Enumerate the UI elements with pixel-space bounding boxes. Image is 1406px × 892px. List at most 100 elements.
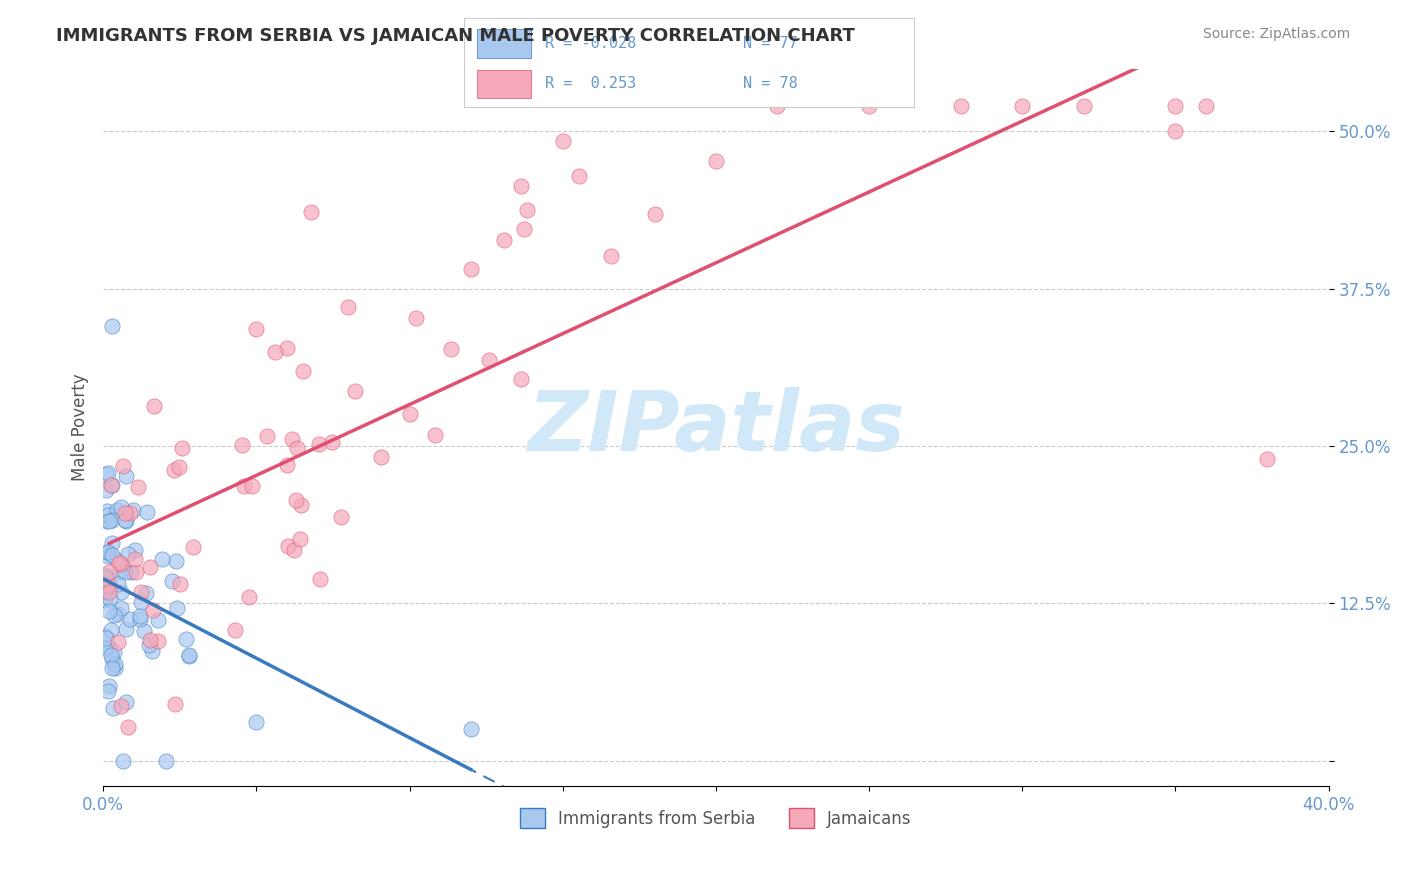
Jamaicans [1164, 99, 1187, 113]
Immigrants from Serbia [135, 586, 157, 600]
Jamaicans [460, 262, 482, 277]
Immigrants from Serbia [108, 565, 131, 579]
Jamaicans [263, 344, 285, 359]
Jamaicans [139, 560, 162, 574]
Jamaicans [277, 539, 299, 553]
Jamaicans [478, 353, 501, 368]
Jamaicans [120, 506, 142, 520]
Jamaicans [516, 203, 538, 218]
Jamaicans [288, 532, 311, 546]
Immigrants from Serbia [96, 631, 118, 645]
Jamaicans [1164, 124, 1187, 138]
Jamaicans [949, 99, 972, 113]
Immigrants from Serbia [141, 644, 163, 658]
Immigrants from Serbia [245, 715, 267, 730]
Jamaicans [142, 602, 165, 616]
Legend: Immigrants from Serbia, Jamaicans: Immigrants from Serbia, Jamaicans [513, 801, 918, 835]
Jamaicans [494, 233, 516, 247]
Immigrants from Serbia [124, 543, 146, 558]
Immigrants from Serbia [110, 500, 132, 515]
Immigrants from Serbia [97, 549, 120, 563]
Jamaicans [146, 633, 169, 648]
Text: N = 78: N = 78 [742, 77, 797, 91]
Jamaicans [165, 698, 187, 712]
Immigrants from Serbia [132, 624, 155, 639]
Immigrants from Serbia [96, 571, 118, 585]
Immigrants from Serbia [97, 508, 120, 523]
Jamaicans [299, 205, 322, 219]
Immigrants from Serbia [93, 568, 115, 582]
Immigrants from Serbia [177, 648, 200, 662]
Immigrants from Serbia [98, 514, 121, 528]
Immigrants from Serbia [155, 754, 177, 768]
Immigrants from Serbia [93, 582, 115, 597]
Jamaicans [167, 460, 190, 475]
Text: R = -0.028: R = -0.028 [546, 37, 637, 51]
Immigrants from Serbia [110, 601, 132, 615]
Jamaicans [308, 437, 330, 451]
Text: R =  0.253: R = 0.253 [546, 77, 637, 91]
Jamaicans [169, 576, 191, 591]
Jamaicans [100, 478, 122, 492]
Immigrants from Serbia [148, 613, 170, 627]
Immigrants from Serbia [107, 607, 129, 622]
Jamaicans [224, 623, 246, 637]
Immigrants from Serbia [128, 611, 150, 625]
Immigrants from Serbia [100, 592, 122, 607]
Immigrants from Serbia [101, 548, 124, 562]
Immigrants from Serbia [120, 566, 142, 580]
Jamaicans [551, 134, 574, 148]
Immigrants from Serbia [117, 547, 139, 561]
Jamaicans [858, 99, 880, 113]
Jamaicans [111, 459, 134, 474]
Jamaicans [1195, 99, 1218, 113]
Text: IMMIGRANTS FROM SERBIA VS JAMAICAN MALE POVERTY CORRELATION CHART: IMMIGRANTS FROM SERBIA VS JAMAICAN MALE … [56, 27, 855, 45]
Immigrants from Serbia [97, 545, 120, 559]
Jamaicans [233, 479, 256, 493]
Jamaicans [370, 450, 392, 465]
Jamaicans [163, 463, 186, 477]
Immigrants from Serbia [98, 604, 121, 618]
Immigrants from Serbia [94, 629, 117, 643]
Text: Source: ZipAtlas.com: Source: ZipAtlas.com [1202, 27, 1350, 41]
Jamaicans [405, 311, 427, 326]
Immigrants from Serbia [129, 595, 152, 609]
Immigrants from Serbia [104, 660, 127, 674]
Jamaicans [281, 433, 304, 447]
Jamaicans [114, 506, 136, 520]
Jamaicans [290, 498, 312, 512]
Immigrants from Serbia [177, 648, 200, 663]
Jamaicans [704, 154, 727, 169]
Immigrants from Serbia [100, 648, 122, 662]
Jamaicans [240, 479, 263, 493]
Immigrants from Serbia [97, 679, 120, 693]
Immigrants from Serbia [94, 483, 117, 497]
Immigrants from Serbia [97, 466, 120, 480]
Immigrants from Serbia [101, 477, 124, 491]
Jamaicans [245, 321, 267, 335]
Jamaicans [172, 442, 194, 456]
Immigrants from Serbia [174, 632, 197, 647]
Immigrants from Serbia [110, 585, 132, 599]
Jamaicans [285, 441, 308, 455]
Immigrants from Serbia [93, 585, 115, 599]
Immigrants from Serbia [97, 684, 120, 698]
Immigrants from Serbia [115, 469, 138, 483]
Jamaicans [440, 342, 463, 356]
Immigrants from Serbia [100, 318, 122, 333]
Jamaicans [127, 479, 149, 493]
Immigrants from Serbia [96, 514, 118, 528]
Immigrants from Serbia [135, 505, 157, 519]
Jamaicans [117, 720, 139, 734]
Jamaicans [398, 407, 420, 421]
Immigrants from Serbia [101, 536, 124, 550]
Jamaicans [644, 207, 666, 221]
Text: ZIPatlas: ZIPatlas [527, 386, 905, 467]
Jamaicans [284, 493, 307, 508]
Jamaicans [321, 434, 343, 449]
Immigrants from Serbia [96, 545, 118, 559]
Jamaicans [1073, 99, 1095, 113]
Jamaicans [98, 566, 121, 580]
Immigrants from Serbia [93, 571, 115, 585]
Jamaicans [181, 540, 204, 554]
